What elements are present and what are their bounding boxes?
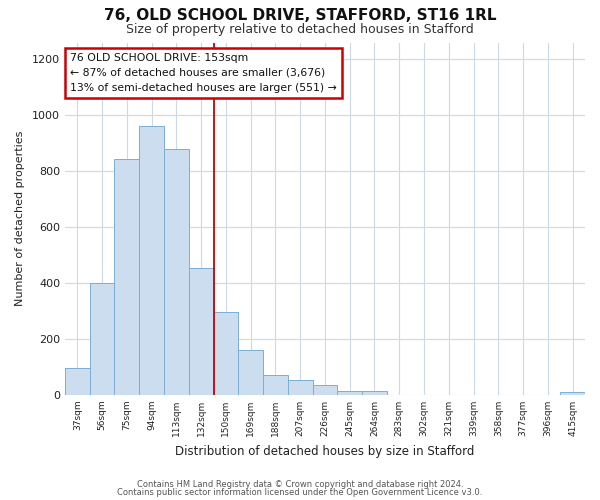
Bar xyxy=(189,268,214,395)
Bar xyxy=(362,390,387,395)
Bar xyxy=(337,390,362,395)
Bar xyxy=(263,374,288,395)
Bar xyxy=(560,392,585,395)
Bar xyxy=(139,126,164,395)
Text: 76 OLD SCHOOL DRIVE: 153sqm
← 87% of detached houses are smaller (3,676)
13% of : 76 OLD SCHOOL DRIVE: 153sqm ← 87% of det… xyxy=(70,53,337,92)
Bar xyxy=(313,385,337,395)
Bar xyxy=(65,368,89,395)
Text: Size of property relative to detached houses in Stafford: Size of property relative to detached ho… xyxy=(126,22,474,36)
Bar xyxy=(288,380,313,395)
Text: 76, OLD SCHOOL DRIVE, STAFFORD, ST16 1RL: 76, OLD SCHOOL DRIVE, STAFFORD, ST16 1RL xyxy=(104,8,496,22)
X-axis label: Distribution of detached houses by size in Stafford: Distribution of detached houses by size … xyxy=(175,444,475,458)
Bar xyxy=(115,158,139,395)
Bar xyxy=(238,350,263,395)
Text: Contains public sector information licensed under the Open Government Licence v3: Contains public sector information licen… xyxy=(118,488,482,497)
Bar xyxy=(164,149,189,395)
Y-axis label: Number of detached properties: Number of detached properties xyxy=(15,131,25,306)
Bar xyxy=(89,283,115,395)
Text: Contains HM Land Registry data © Crown copyright and database right 2024.: Contains HM Land Registry data © Crown c… xyxy=(137,480,463,489)
Bar xyxy=(214,312,238,395)
